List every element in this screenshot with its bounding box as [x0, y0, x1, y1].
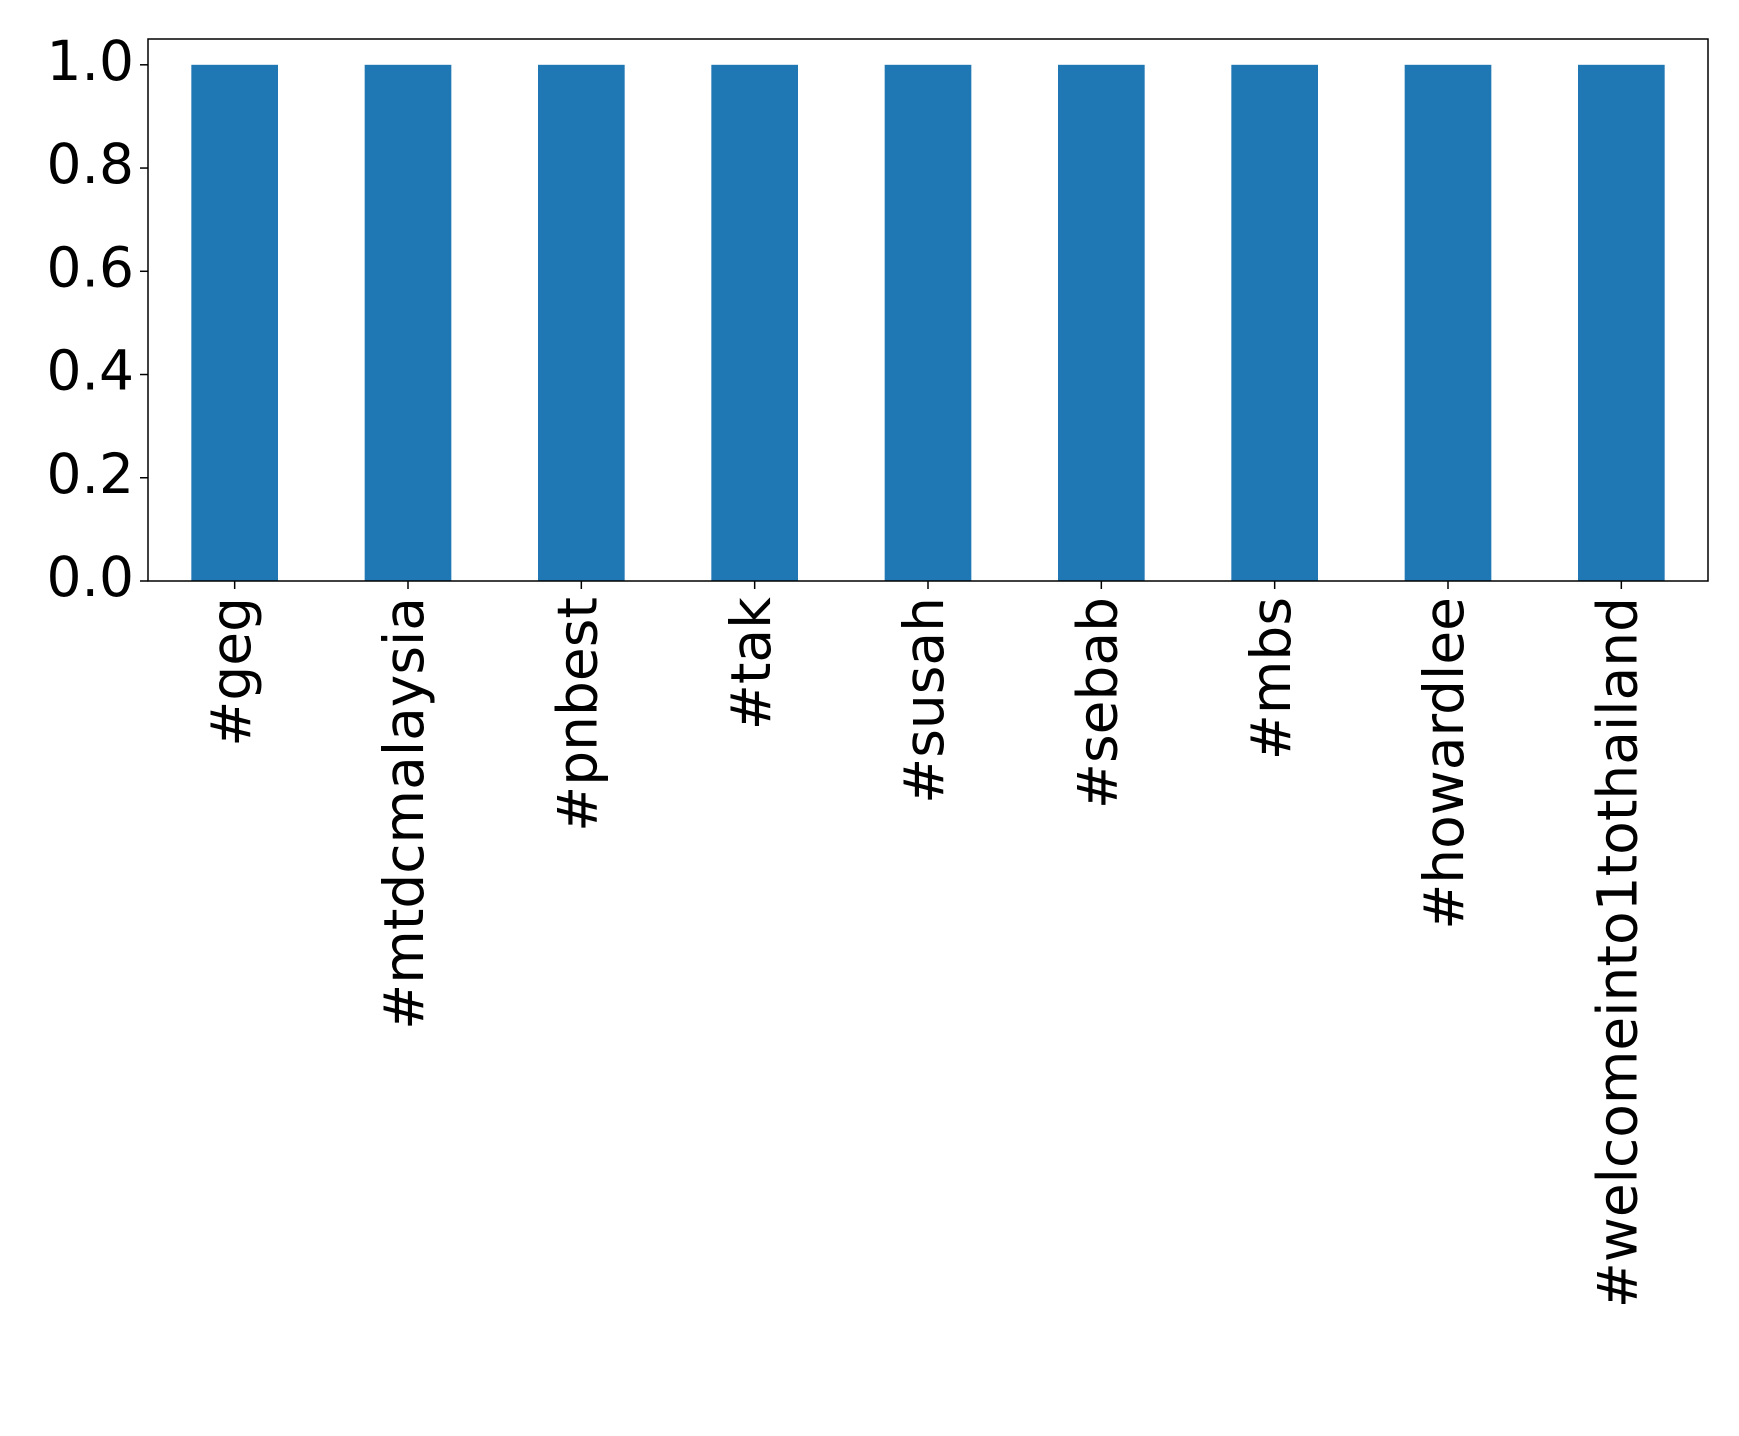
x-tick-label: #welcomeinto1tothailand [1585, 597, 1649, 1308]
bar [711, 64, 798, 582]
x-tick-label: #susah [892, 597, 956, 804]
y-tick-label: 0.8 [47, 132, 134, 196]
y-tick-label: 0.0 [47, 545, 134, 609]
x-tick-label: #howardlee [1412, 597, 1476, 930]
y-tick-label: 0.4 [47, 339, 134, 403]
bar [1578, 64, 1665, 582]
x-tick-label: #mtdcmalaysia [372, 597, 436, 1030]
bar [1058, 64, 1145, 582]
x-tick-label: #pnbest [545, 597, 609, 832]
x-tick-label: #tak [719, 597, 783, 730]
bar [364, 64, 452, 582]
plot-frame [147, 38, 1709, 582]
y-tick-label: 0.6 [47, 235, 134, 299]
y-tick-label: 1.0 [47, 29, 134, 93]
bar [191, 64, 278, 582]
x-tick-label: #sebab [1065, 597, 1129, 809]
bar [1404, 64, 1492, 582]
y-tick-label: 0.2 [47, 442, 134, 506]
bar [538, 64, 625, 582]
bar [884, 64, 972, 582]
bar [1231, 64, 1318, 582]
x-tick-label: #mbs [1239, 597, 1303, 760]
x-tick-label: #geg [199, 597, 263, 747]
